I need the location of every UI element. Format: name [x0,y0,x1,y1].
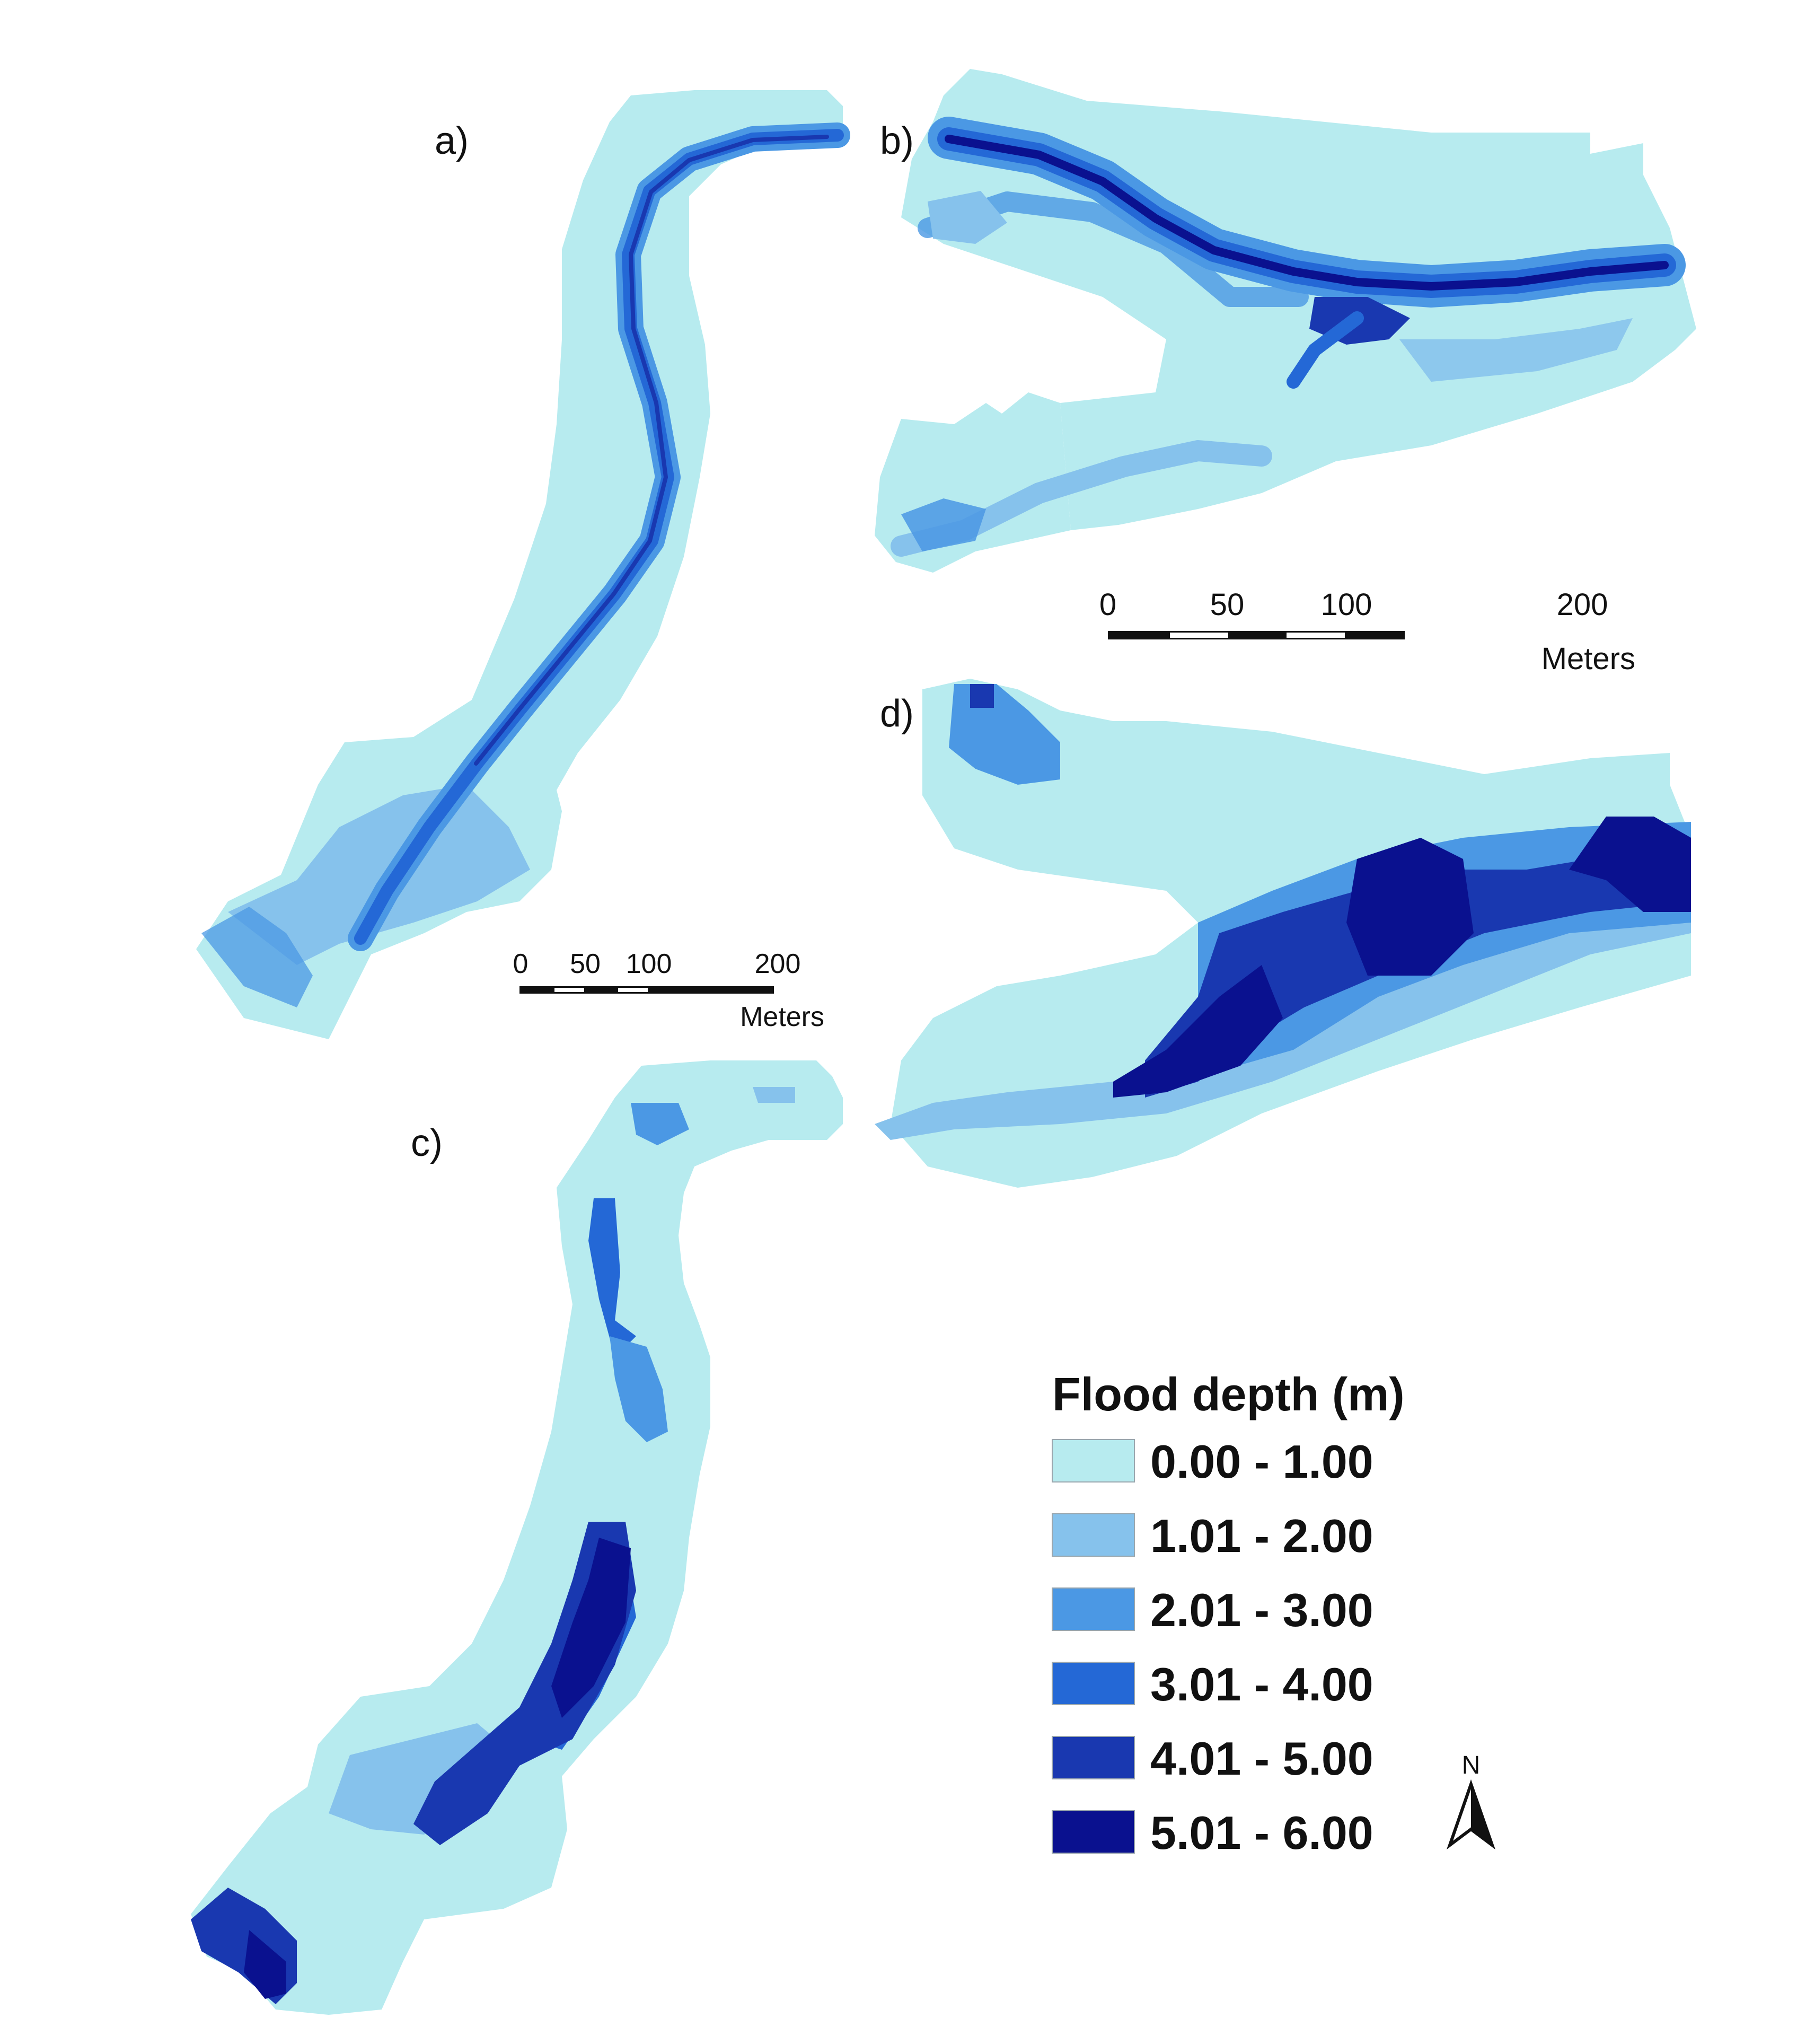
legend-rows: 0.00 - 1.00 1.01 - 2.00 2.01 - 3.00 3.01 - … [1052,1435,1373,1859]
panel-a-floodplain-shallow [228,785,530,965]
scale-bar-segment-light [1287,633,1345,638]
scale-bar-tick-label: 100 [626,949,672,979]
panel-c-top-right-pool [753,1087,795,1103]
panel-d-map [875,679,1691,1188]
scale-bar-tick-label: 100 [1321,587,1372,622]
legend-class-label: 3.01 - 4.00 [1150,1658,1373,1710]
panel-b-right-bank-shallow [1399,318,1633,382]
legend-class-label: 0.00 - 1.00 [1150,1435,1373,1488]
scale-bar-panel-a: 0 50 100 200 Meters [513,949,824,1032]
legend-class-label: 2.01 - 3.00 [1150,1584,1373,1636]
legend-swatch [1052,1513,1135,1557]
scale-bar-unit: Meters [1541,642,1635,676]
legend-title: Flood depth (m) [1052,1368,1405,1420]
panel-b-lower-left-pool [901,498,986,551]
panel-c-map [191,1060,843,2015]
panel-b-side-channel-upper [918,191,1309,307]
panel-c-label: c) [411,1122,443,1164]
panel-c-lower-channel-deepest [551,1538,631,1718]
scale-bar-segment-light [618,988,648,992]
panel-d-upper-pool-deep-cell [970,684,994,708]
north-arrow-icon-fill [1471,1784,1492,1845]
panel-b-tributary [1287,311,1364,389]
panel-a-flood-extent [196,90,843,1039]
panel-a-deep-thalweg [474,135,829,766]
north-arrow-label: N [1462,1751,1481,1779]
legend-class-label: 4.01 - 5.00 [1150,1732,1373,1785]
panel-c-mid-channel-deep [588,1198,636,1357]
legend-class-label: 5.01 - 6.00 [1150,1806,1373,1859]
scale-bar-tick-label: 0 [513,949,528,979]
panel-d-main-channel-deepest [1113,965,1283,1098]
panel-c-flood-extent [191,1060,843,2015]
scale-bar-unit: Meters [740,1002,824,1032]
panel-d-main-channel-deep [1145,848,1691,1098]
legend-swatch [1052,1587,1135,1631]
panel-b-left-floodplain-pool [928,191,1007,244]
scale-bar-tick-label: 0 [1099,587,1116,622]
panel-a-floodplain-medium [201,907,313,1007]
panel-c-outlet-deepest [244,1930,286,1999]
panel-b-map [875,69,1696,573]
legend-swatch [1052,1810,1135,1854]
scale-bar-segment-light [554,988,584,992]
panel-b-deep-channel [945,135,1669,291]
panel-c-top-pool [631,1103,689,1145]
scale-bar-panel-b: 0 50 100 200 Meters [1099,587,1635,676]
north-arrow: N [1446,1751,1496,1850]
legend-swatch [1052,1439,1135,1482]
scale-bar-tick-label: 200 [755,949,801,979]
panel-d-central-deep-pool [1346,838,1474,976]
scale-bar-tick-label: 50 [1210,587,1245,622]
panel-b-label: b) [880,120,914,162]
panel-c-mid-channel-pool [610,1336,668,1442]
panel-d-main-channel-shallow [875,901,1691,1140]
legend-swatch [1052,1662,1135,1705]
legend-class-label: 1.01 - 2.00 [1150,1510,1373,1562]
panel-a-label: a) [435,120,469,162]
scale-bar-tick-label: 50 [570,949,601,979]
panel-d-upper-pool [949,684,1060,785]
legend-swatch [1052,1736,1135,1779]
panel-d-right-deep-pool [1569,817,1691,912]
legend: Flood depth (m) 0.00 - 1.00 1.01 - 2.00 2.… [1052,1368,1405,1859]
scale-bar-segment-light [1170,633,1228,638]
panel-a-map [196,90,850,1039]
scale-bar-segment [1108,631,1405,639]
panel-d-label: d) [880,692,914,735]
scale-bar-tick-label: 200 [1557,587,1608,622]
